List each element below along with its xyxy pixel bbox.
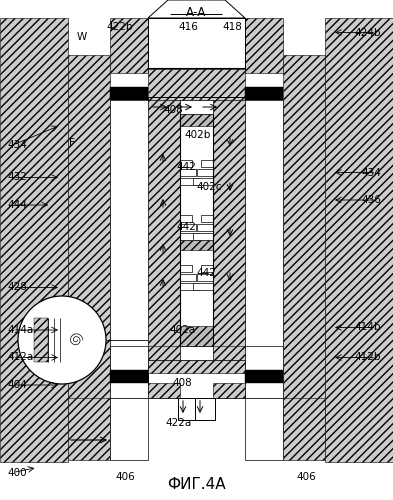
Bar [180, 274, 196, 281]
Text: 408: 408 [163, 105, 183, 115]
Bar [180, 114, 213, 126]
Bar [197, 274, 213, 281]
Text: 444: 444 [8, 200, 28, 210]
Bar [148, 383, 180, 398]
Bar [180, 178, 200, 185]
Bar [201, 265, 213, 272]
Text: 418: 418 [222, 22, 242, 32]
Bar [110, 346, 148, 398]
Text: А-А: А-А [186, 6, 206, 19]
Bar [197, 224, 213, 231]
Text: 434: 434 [361, 168, 381, 177]
Text: 414a: 414a [8, 325, 34, 335]
Bar [0, 18, 68, 462]
Text: 436: 436 [361, 195, 381, 205]
Bar [178, 398, 198, 420]
Text: 406: 406 [297, 472, 316, 482]
Bar [180, 215, 192, 222]
Bar [148, 360, 245, 398]
Bar [245, 18, 283, 73]
Bar [180, 283, 200, 290]
Bar [195, 398, 215, 420]
Bar [193, 283, 213, 290]
Bar [180, 114, 213, 346]
Bar [68, 398, 110, 460]
Text: 424b: 424b [355, 28, 381, 38]
Bar [180, 100, 213, 114]
Bar [180, 240, 213, 250]
Bar [148, 360, 245, 373]
Text: 414b: 414b [355, 322, 381, 332]
Text: 442: 442 [196, 268, 217, 278]
Bar [213, 346, 245, 398]
Bar [148, 100, 180, 360]
Text: 434: 434 [8, 140, 28, 150]
Text: 442: 442 [177, 222, 197, 232]
Bar [245, 398, 283, 460]
Bar [180, 160, 192, 167]
Text: 416: 416 [179, 22, 199, 32]
Bar [180, 169, 196, 176]
Bar [148, 55, 245, 69]
Text: 402c: 402c [196, 182, 222, 192]
Bar [193, 178, 213, 185]
Bar [180, 224, 196, 231]
Text: 442: 442 [177, 162, 197, 172]
Bar [213, 383, 245, 398]
Text: 402b: 402b [185, 130, 211, 140]
Text: 412a: 412a [8, 352, 34, 362]
Text: 422b: 422b [106, 22, 132, 32]
Text: F: F [69, 138, 75, 147]
Bar [245, 370, 283, 383]
Text: W: W [77, 32, 87, 42]
Bar [180, 233, 200, 240]
Bar [110, 370, 148, 383]
Bar [325, 18, 393, 462]
Bar [180, 265, 192, 272]
Bar [245, 346, 283, 398]
Polygon shape [148, 0, 245, 18]
Text: 408: 408 [173, 378, 193, 388]
Bar [148, 346, 180, 398]
Text: 404: 404 [8, 380, 28, 390]
Bar [110, 87, 148, 100]
Bar [148, 69, 245, 100]
Text: 406: 406 [116, 472, 136, 482]
Text: 422a: 422a [165, 418, 191, 428]
Bar [283, 398, 325, 460]
Bar [148, 18, 245, 68]
Bar [201, 160, 213, 167]
Bar [197, 169, 213, 176]
Text: ФИГ.4А: ФИГ.4А [167, 477, 225, 492]
Bar [213, 100, 245, 360]
Circle shape [18, 296, 106, 384]
Text: 400: 400 [8, 468, 28, 477]
Text: 412b: 412b [355, 352, 381, 362]
Bar [193, 233, 213, 240]
Bar [283, 55, 325, 440]
Text: 432: 432 [8, 172, 28, 182]
Text: 428: 428 [8, 282, 28, 292]
Bar [245, 87, 283, 100]
Text: 402a: 402a [169, 325, 195, 335]
Bar [148, 18, 245, 73]
Bar [110, 398, 148, 460]
Bar [110, 18, 148, 73]
Bar [110, 100, 148, 390]
Bar [201, 215, 213, 222]
Bar [34, 318, 48, 362]
Bar [180, 326, 213, 346]
Bar [68, 55, 110, 440]
Bar [245, 100, 283, 390]
